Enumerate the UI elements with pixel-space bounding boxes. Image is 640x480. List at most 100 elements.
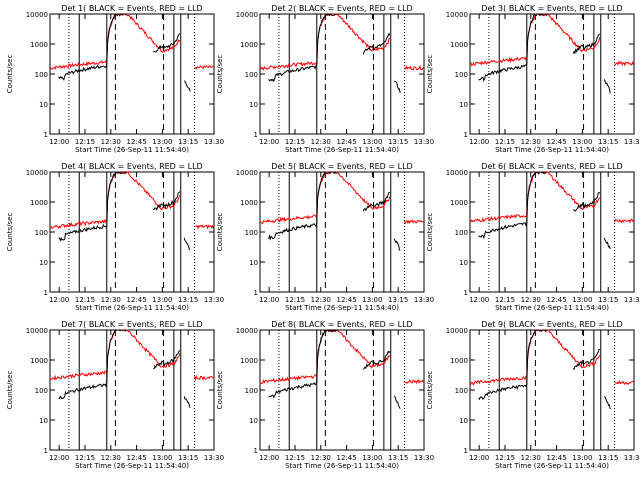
y-tick-label: 10000 bbox=[446, 11, 468, 19]
plot-frame bbox=[259, 13, 425, 135]
y-tick-label: 10000 bbox=[26, 11, 48, 19]
y-tick-label: 1 bbox=[464, 131, 468, 139]
y-tick-label: 1 bbox=[44, 131, 48, 139]
y-axis-label: Counts/sec bbox=[216, 213, 224, 252]
x-tick-label: 12:45 bbox=[336, 138, 356, 146]
events-series-line bbox=[183, 396, 191, 409]
x-axis-label: Start Time (26-Sep-11 11:54:40) bbox=[495, 146, 609, 154]
panel-title: Det 5( BLACK = Events, RED = LLD bbox=[271, 162, 412, 171]
x-tick-label: 13:30 bbox=[204, 138, 224, 146]
x-tick-label: 13:15 bbox=[598, 138, 618, 146]
y-tick-label: 1000 bbox=[450, 41, 468, 49]
x-tick-label: 13:30 bbox=[414, 138, 434, 146]
lld-series-line bbox=[614, 218, 634, 224]
events-series-line bbox=[268, 329, 338, 399]
x-tick-label: 12:45 bbox=[546, 454, 566, 462]
x-tick-label: 12:45 bbox=[336, 454, 356, 462]
events-series-line bbox=[152, 33, 181, 53]
events-series-line bbox=[478, 171, 547, 240]
y-tick-label: 100 bbox=[455, 387, 468, 395]
events-series-line bbox=[268, 171, 338, 241]
panel-title: Det 4( BLACK = Events, RED = LLD bbox=[61, 162, 202, 171]
x-tick-label: 12:15 bbox=[495, 454, 515, 462]
x-tick-label: 12:00 bbox=[259, 296, 279, 304]
lld-series-line bbox=[49, 13, 181, 70]
x-tick-label: 12:30 bbox=[311, 296, 331, 304]
x-tick-label: 13:00 bbox=[572, 296, 592, 304]
x-tick-label: 12:00 bbox=[469, 296, 489, 304]
x-axis-label: Start Time (26-Sep-11 11:54:40) bbox=[495, 304, 609, 312]
panel-title: Det 1( BLACK = Events, RED = LLD bbox=[61, 4, 202, 13]
y-tick-label: 100 bbox=[455, 71, 468, 79]
x-tick-label: 12:30 bbox=[101, 454, 121, 462]
x-axis-label: Start Time (26-Sep-11 11:54:40) bbox=[75, 304, 189, 312]
y-tick-label: 1 bbox=[44, 289, 48, 297]
y-tick-label: 10000 bbox=[26, 169, 48, 177]
y-tick-label: 1 bbox=[464, 289, 468, 297]
panel-det-3: Det 3( BLACK = Events, RED = LLD 1 10 100 10… bbox=[426, 4, 640, 154]
x-tick-label: 13:30 bbox=[624, 454, 640, 462]
y-tick-label: 10000 bbox=[446, 169, 468, 177]
lld-series-line bbox=[194, 224, 214, 230]
events-series-line bbox=[603, 237, 611, 250]
y-tick-label: 1000 bbox=[240, 357, 258, 365]
y-tick-label: 1000 bbox=[30, 357, 48, 365]
y-tick-label: 1000 bbox=[30, 41, 48, 49]
y-tick-label: 1 bbox=[254, 447, 258, 455]
panel-title: Det 3( BLACK = Events, RED = LLD bbox=[481, 4, 622, 13]
y-tick-label: 10 bbox=[39, 259, 48, 267]
x-axis-label: Start Time (26-Sep-11 11:54:40) bbox=[495, 462, 609, 470]
y-tick-label: 1000 bbox=[240, 199, 258, 207]
y-tick-label: 1000 bbox=[30, 199, 48, 207]
x-tick-label: 13:15 bbox=[388, 138, 408, 146]
events-series-line bbox=[603, 79, 611, 94]
y-tick-label: 10000 bbox=[236, 169, 258, 177]
lld-series-line bbox=[404, 64, 424, 71]
x-tick-label: 13:00 bbox=[362, 296, 382, 304]
lld-series-line bbox=[194, 65, 214, 70]
x-tick-label: 12:15 bbox=[285, 454, 305, 462]
y-tick-label: 10 bbox=[459, 101, 468, 109]
events-series-line bbox=[572, 33, 601, 55]
x-tick-label: 13:00 bbox=[572, 138, 592, 146]
y-tick-label: 100 bbox=[455, 229, 468, 237]
lld-series-line bbox=[259, 171, 391, 225]
y-axis-label: Counts/sec bbox=[216, 371, 224, 410]
y-tick-label: 1 bbox=[254, 131, 258, 139]
events-series-line bbox=[153, 350, 181, 370]
x-tick-label: 13:00 bbox=[362, 454, 382, 462]
x-tick-label: 13:15 bbox=[388, 296, 408, 304]
y-axis-label: Counts/sec bbox=[6, 55, 14, 94]
x-tick-label: 13:15 bbox=[178, 296, 198, 304]
lld-series-line bbox=[614, 379, 634, 386]
plot-frame bbox=[49, 329, 215, 451]
y-tick-label: 10000 bbox=[26, 327, 48, 335]
x-tick-label: 13:15 bbox=[598, 296, 618, 304]
panel-title: Det 2( BLACK = Events, RED = LLD bbox=[271, 4, 412, 13]
plot-frame bbox=[49, 13, 215, 135]
y-tick-label: 1 bbox=[44, 447, 48, 455]
x-tick-label: 12:45 bbox=[546, 296, 566, 304]
lld-series-line bbox=[469, 171, 600, 223]
y-tick-label: 1 bbox=[464, 447, 468, 455]
y-tick-label: 100 bbox=[35, 229, 48, 237]
x-tick-label: 12:00 bbox=[49, 138, 69, 146]
x-tick-label: 13:30 bbox=[414, 454, 434, 462]
events-series-line bbox=[604, 396, 611, 410]
x-tick-label: 12:45 bbox=[126, 296, 146, 304]
x-tick-label: 12:15 bbox=[495, 138, 515, 146]
x-tick-label: 13:00 bbox=[572, 454, 592, 462]
plot-frame bbox=[469, 13, 635, 135]
x-tick-label: 12:45 bbox=[126, 454, 146, 462]
x-axis-label: Start Time (26-Sep-11 11:54:40) bbox=[285, 146, 399, 154]
events-series-line bbox=[478, 329, 547, 401]
x-tick-label: 13:30 bbox=[624, 138, 640, 146]
x-tick-label: 12:30 bbox=[101, 296, 121, 304]
plot-frame bbox=[259, 171, 425, 293]
y-tick-label: 1000 bbox=[450, 357, 468, 365]
x-tick-label: 12:15 bbox=[495, 296, 515, 304]
x-axis-label: Start Time (26-Sep-11 11:54:40) bbox=[75, 462, 189, 470]
x-tick-label: 12:00 bbox=[49, 454, 69, 462]
x-tick-label: 12:00 bbox=[259, 454, 279, 462]
panel-det-9: Det 9( BLACK = Events, RED = LLD 1 10 100 10… bbox=[426, 320, 640, 470]
